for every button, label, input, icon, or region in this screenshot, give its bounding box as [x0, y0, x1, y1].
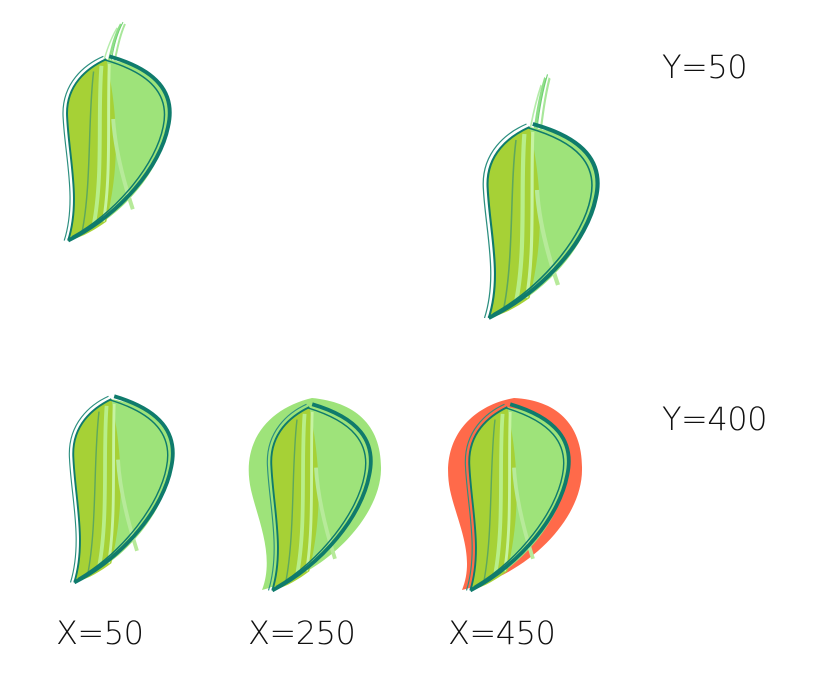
leaf-row2-col2-halo — [248, 398, 382, 593]
leaf-row2-col3-halo — [448, 398, 583, 593]
row-label-y50: Y=50 — [662, 48, 748, 86]
leaf-row1-col1 — [61, 20, 172, 243]
leaf-row2-col1 — [67, 394, 175, 585]
row-label-y400: Y=400 — [662, 400, 767, 438]
column-label-x450: X=450 — [448, 614, 556, 652]
leaf-row1-col3-large — [483, 74, 597, 318]
column-label-x250: X=250 — [248, 614, 356, 652]
column-label-x50: X=50 — [56, 614, 144, 652]
